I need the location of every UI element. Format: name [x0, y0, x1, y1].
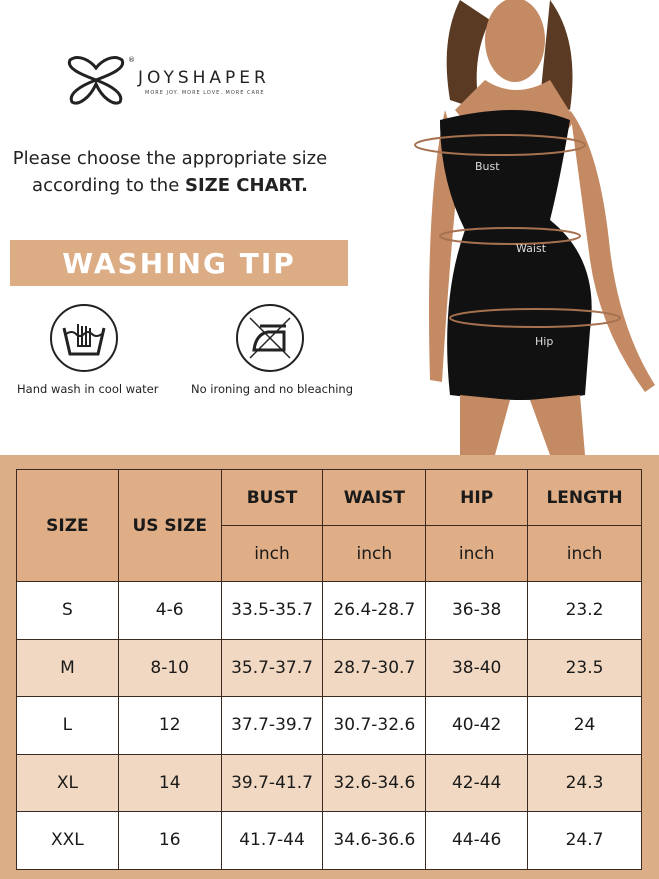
table-cell: 16	[117, 811, 222, 870]
no-ironing-label: No ironing and no bleaching	[191, 382, 354, 396]
table-cell: 23.5	[527, 638, 642, 697]
hand-wash-label: Hand wash in cool water	[17, 382, 159, 396]
table-cell: L	[16, 696, 119, 755]
table-row: M 8-10 35.7-37.7 28.7-30.7 38-40 23.5	[16, 638, 642, 697]
table-cell: 44-46	[425, 811, 529, 870]
unit-cell: inch	[322, 525, 427, 582]
unit-cell: inch	[527, 525, 642, 582]
brand-name: JOYSHAPER	[138, 68, 270, 88]
table-cell: 28.7-30.7	[322, 638, 427, 697]
table-cell: 42-44	[425, 753, 529, 812]
unit-cell: inch	[220, 525, 324, 582]
table-cell: 23.2	[527, 581, 642, 640]
table-cell: 12	[117, 696, 222, 755]
table-cell: 30.7-32.6	[322, 696, 427, 755]
table-cell: M	[16, 638, 119, 697]
table-row: L 12 37.7-39.7 30.7-32.6 40-42 24	[16, 696, 642, 755]
table-cell: 40-42	[425, 696, 529, 755]
table-cell: 24.7	[527, 811, 642, 870]
size-chart-table: SIZE US SIZE BUST WAIST HIP LENGTH inch …	[16, 469, 642, 870]
instruction-emphasis: SIZE CHART.	[185, 175, 308, 196]
washing-tip-banner: WASHING TIP	[10, 240, 348, 286]
instruction-text: Please choose the appropriate size accor…	[12, 148, 328, 196]
registered-mark: ®	[128, 56, 135, 64]
table-cell: 24.3	[527, 753, 642, 812]
table-cell: 39.7-41.7	[220, 753, 324, 812]
header-bust: BUST	[220, 469, 324, 526]
table-cell: 4-6	[117, 581, 222, 640]
bust-label: Bust	[475, 160, 500, 173]
header-hip: HIP	[425, 469, 529, 526]
hand-wash-icon	[50, 304, 118, 372]
size-instruction: Please choose the appropriate size accor…	[0, 145, 340, 199]
table-cell: 33.5-35.7	[220, 581, 324, 640]
table-cell: 32.6-34.6	[322, 753, 427, 812]
waist-label: Waist	[516, 242, 547, 255]
joyshaper-logo-icon	[67, 56, 125, 105]
table-cell: XXL	[16, 811, 119, 870]
unit-row: inch inch inch inch	[17, 525, 642, 582]
table-cell: 36-38	[425, 581, 529, 640]
table-row: XXL 16 41.7-44 34.6-36.6 44-46 24.7	[16, 811, 642, 870]
model-photo	[400, 0, 659, 455]
table-cell: 34.6-36.6	[322, 811, 427, 870]
hip-label: Hip	[535, 335, 554, 348]
header-length: LENGTH	[527, 469, 642, 526]
table-cell: 8-10	[117, 638, 222, 697]
table-cell: S	[16, 581, 119, 640]
unit-cell: inch	[425, 525, 529, 582]
table-cell: 41.7-44	[220, 811, 324, 870]
table-cell: 24	[527, 696, 642, 755]
table-row: S 4-6 33.5-35.7 26.4-28.7 36-38 23.2	[16, 581, 642, 640]
no-ironing-icon	[236, 304, 304, 372]
header-waist: WAIST	[322, 469, 427, 526]
brand-tagline: MORE JOY. MORE LOVE. MORE CARE	[145, 90, 265, 96]
table-cell: 14	[117, 753, 222, 812]
header-row: SIZE US SIZE BUST WAIST HIP LENGTH	[16, 469, 642, 582]
table-cell: 26.4-28.7	[322, 581, 427, 640]
table-row: XL 14 39.7-41.7 32.6-34.6 42-44 24.3	[16, 753, 642, 812]
table-cell: 35.7-37.7	[220, 638, 324, 697]
table-cell: XL	[16, 753, 119, 812]
table-cell: 37.7-39.7	[220, 696, 324, 755]
table-cell: 38-40	[425, 638, 529, 697]
header-us-size: US SIZE	[117, 469, 222, 582]
header-size: SIZE	[16, 469, 119, 582]
